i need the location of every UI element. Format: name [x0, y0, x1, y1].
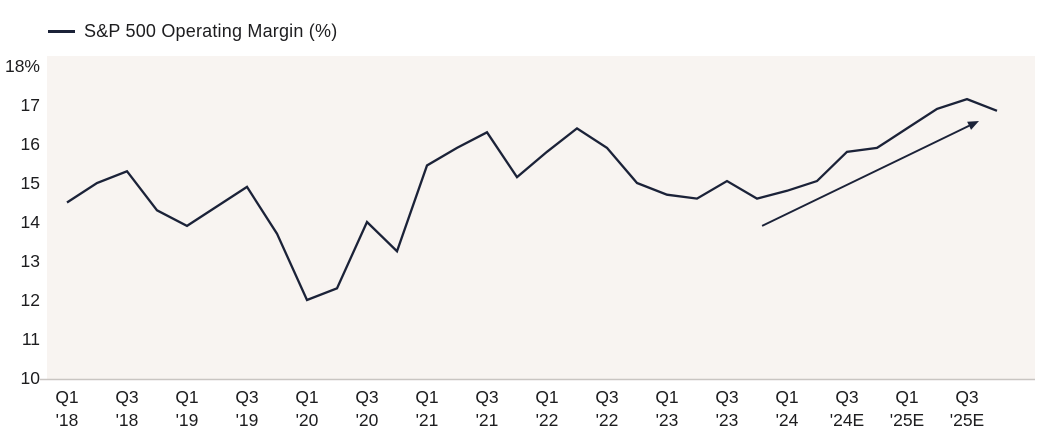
x-tick-label: Q1'18 — [55, 387, 78, 430]
x-tick-label: Q3'25E — [950, 387, 984, 430]
legend-line-swatch — [48, 30, 75, 33]
y-tick-label: 13 — [21, 251, 40, 271]
legend: S&P 500 Operating Margin (%) — [48, 21, 337, 42]
x-tick-label: Q3'18 — [115, 387, 138, 430]
y-tick-label: 17 — [21, 95, 40, 115]
y-tick-label: 16 — [21, 134, 40, 154]
x-tick-label: Q3'22 — [595, 387, 618, 430]
x-tick-label: Q1'23 — [655, 387, 678, 430]
trend-arrow-shaft — [761, 124, 970, 227]
x-tick-label: Q1'22 — [535, 387, 558, 430]
x-tick-label: Q1'21 — [415, 387, 438, 430]
x-tick-label: Q3'23 — [715, 387, 738, 430]
y-tick-label: 10 — [21, 368, 41, 388]
x-tick-label: Q3'20 — [355, 387, 378, 430]
x-tick-label: Q1'19 — [175, 387, 198, 430]
y-tick-label: 18% — [5, 56, 40, 76]
y-tick-label: 12 — [21, 290, 40, 310]
x-tick-label: Q3'24E — [830, 387, 864, 430]
x-tick-label: Q3'19 — [235, 387, 258, 430]
x-tick-label: Q3'21 — [475, 387, 498, 430]
trend-arrow-head — [967, 120, 979, 130]
y-tick-label: 15 — [21, 173, 40, 193]
y-tick-label: 11 — [22, 329, 40, 349]
operating-margin-line — [66, 97, 998, 302]
x-tick-label: Q1'24 — [775, 387, 798, 430]
x-tick-label: Q1'20 — [295, 387, 318, 430]
x-tick-label: Q1'25E — [890, 387, 924, 430]
y-tick-label: 14 — [21, 212, 41, 232]
legend-label: S&P 500 Operating Margin (%) — [84, 21, 338, 41]
plot-background — [47, 56, 1035, 380]
